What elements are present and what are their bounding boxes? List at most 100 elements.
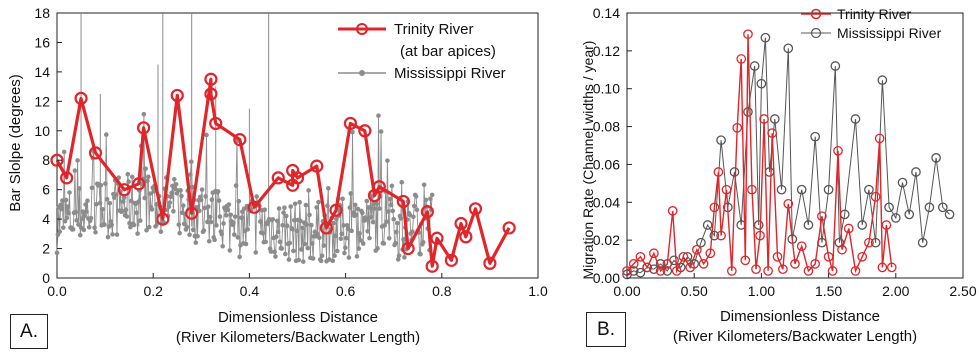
chart-b-trinity-point bbox=[635, 251, 646, 262]
chart-a-mississippi-point bbox=[286, 257, 292, 262]
chart-b-trinity-series bbox=[622, 29, 897, 276]
chart-b-trinity-point bbox=[726, 266, 737, 276]
chart-a-mississippi-point bbox=[360, 241, 366, 246]
chart-a-mississippi-point bbox=[141, 111, 147, 117]
chart-a-mississippi-point bbox=[283, 213, 289, 219]
chart-a-mississippi-point bbox=[231, 220, 236, 226]
chart-a-mississippi-point bbox=[227, 248, 233, 253]
chart-a-mississippi-point bbox=[253, 250, 259, 255]
chart-a-trinity-point bbox=[372, 180, 386, 194]
chart-a-mississippi-point bbox=[97, 200, 103, 206]
chart-a-mississippi-point bbox=[368, 214, 374, 220]
chart-a-mississippi-point bbox=[208, 219, 214, 225]
chart-a-mississippi-point bbox=[384, 219, 389, 225]
chart-b-mississippi-point bbox=[743, 107, 753, 117]
chart-a-mississippi-point bbox=[88, 215, 94, 221]
chart-a-mississippi-point bbox=[57, 229, 62, 234]
chart-a-mississippi-point bbox=[294, 228, 300, 234]
chart-b-x-ticks: 0.00 0.50 1.00 1.50 2.00 2.50 bbox=[613, 273, 977, 299]
chart-a-mississippi-point bbox=[333, 233, 338, 239]
chart-a-mississippi-point bbox=[176, 222, 182, 227]
chart-a-mississippi-point bbox=[203, 194, 208, 199]
chart-a-trinity-point bbox=[74, 91, 88, 105]
chart-a-y-tick-label: 16 bbox=[34, 34, 50, 50]
chart-b-y-tick-label: 0.06 bbox=[593, 156, 620, 172]
chart-b-legend-trinity-marker bbox=[810, 8, 822, 20]
chart-b-trinity-point bbox=[692, 244, 702, 255]
chart-a-x-label-units: (River Kilometers/Backwater Length) bbox=[176, 329, 420, 346]
chart-a-trinity-point bbox=[502, 221, 516, 235]
chart-a-mississippi-point bbox=[74, 218, 79, 223]
chart-a-mississippi-point bbox=[332, 253, 337, 258]
chart-b-mississippi-point bbox=[864, 184, 874, 195]
chart-a-mississippi-point bbox=[276, 206, 282, 211]
chart-a-mississippi-point bbox=[262, 207, 268, 213]
chart-a-mississippi-point bbox=[399, 179, 405, 185]
chart-b-trinity-point bbox=[874, 133, 885, 144]
chart-a-mississippi-point bbox=[134, 210, 139, 216]
chart-a-mississippi-point bbox=[308, 222, 314, 228]
chart-a-mississippi-point bbox=[307, 212, 312, 218]
chart-b-trinity-point bbox=[886, 262, 897, 273]
chart-a-trinity-point bbox=[132, 177, 146, 191]
chart-b-mississippi-point bbox=[729, 167, 740, 177]
chart-b-trinity-point bbox=[857, 251, 868, 262]
chart-b-trinity-point bbox=[850, 266, 861, 276]
chart-b-trinity-point bbox=[837, 244, 847, 255]
chart-a-mississippi-point bbox=[263, 239, 268, 245]
chart-b-plot-frame bbox=[626, 12, 964, 279]
chart-a-mississippi-point bbox=[225, 207, 231, 213]
chart-b-mississippi-point bbox=[857, 220, 868, 230]
chart-a-mississippi-point bbox=[77, 232, 83, 238]
chart-a-mississippi-point bbox=[84, 209, 89, 214]
chart-a-mississippi-point bbox=[179, 193, 184, 199]
chart-a-trinity-point bbox=[468, 202, 483, 216]
chart-b-trinity-point bbox=[803, 266, 814, 276]
chart-a-mississippi-point bbox=[129, 198, 134, 204]
chart-a-mississippi-point bbox=[64, 215, 70, 221]
chart-a-mississippi-point bbox=[364, 198, 370, 204]
chart-a-mississippi-point bbox=[275, 229, 281, 235]
chart-b-x-tick-label: 1.50 bbox=[815, 283, 842, 299]
chart-a-trinity-point bbox=[310, 159, 324, 173]
chart-b-mississippi-point bbox=[823, 184, 834, 195]
chart-b-trinity-point bbox=[827, 266, 838, 276]
chart-a-mississippi-point bbox=[245, 227, 251, 232]
chart-b-trinity-point bbox=[671, 266, 682, 276]
chart-a-mississippi-point bbox=[326, 186, 331, 191]
chart-b-mississippi-point bbox=[753, 220, 764, 230]
chart-a-trinity-point bbox=[271, 171, 285, 185]
chart-a-mississippi-point bbox=[414, 207, 420, 213]
chart-b-mississippi-point bbox=[796, 184, 807, 195]
chart-a-mississippi-point bbox=[126, 179, 131, 184]
chart-a-trinity-point bbox=[247, 200, 261, 214]
chart-a-mississippi-point bbox=[190, 227, 196, 233]
chart-a-mississippi-point bbox=[387, 196, 393, 202]
chart-a-mississippi-point bbox=[94, 201, 99, 207]
chart-a-mississippi-point bbox=[184, 224, 190, 230]
chart-a-mississippi-point bbox=[86, 224, 92, 230]
chart-a-mississippi-point bbox=[189, 159, 194, 165]
chart-b-trinity-point bbox=[721, 184, 732, 195]
chart-a-x-tick-label: 0.4 bbox=[240, 283, 260, 299]
chart-a-mississippi-point bbox=[429, 192, 435, 198]
chart-a-mississippi-point bbox=[340, 196, 345, 202]
chart-a-mississippi-point bbox=[366, 205, 371, 210]
chart-a-mississippi-point bbox=[209, 197, 215, 202]
chart-a-x-tick-label: 0.6 bbox=[336, 283, 356, 299]
chart-a-y-tick-label: 14 bbox=[34, 64, 50, 80]
chart-a-mississippi-point bbox=[358, 238, 363, 243]
chart-b-legend: Trinity River Mississippi River bbox=[801, 6, 942, 41]
chart-a-trinity-point bbox=[459, 230, 473, 244]
chart-a-mississippi-point bbox=[274, 218, 280, 224]
chart-b-mississippi-point bbox=[924, 202, 935, 213]
chart-a-mississippi-point bbox=[342, 250, 347, 256]
chart-a-mississippi-point bbox=[207, 214, 213, 220]
chart-a-mississippi-point bbox=[315, 232, 320, 237]
chart-a-mississippi-point bbox=[110, 232, 115, 237]
chart-a-mississippi-point bbox=[284, 223, 290, 229]
chart-a-mississippi-point bbox=[401, 237, 406, 242]
chart-a-mississippi-point bbox=[217, 214, 223, 219]
chart-a-trinity-point bbox=[136, 121, 151, 135]
chart-a-mississippi-point bbox=[390, 208, 396, 214]
